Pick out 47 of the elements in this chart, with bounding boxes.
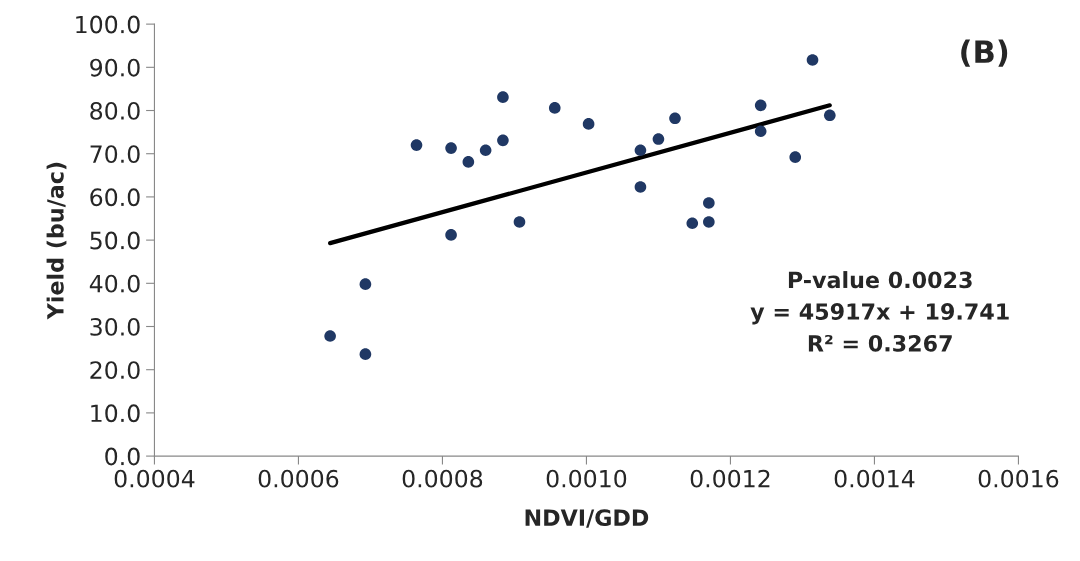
point — [497, 134, 509, 147]
point — [669, 112, 681, 125]
annotation: P-value 0.0023 y = 45917x + 19.741 R² = 0.3267 — [750, 271, 1009, 352]
point — [359, 348, 372, 360]
point — [445, 229, 457, 241]
point — [789, 151, 802, 163]
point — [324, 330, 336, 342]
point — [754, 99, 767, 112]
point — [582, 118, 595, 130]
point — [410, 139, 423, 151]
x-tick-label: 0.0004 — [114, 469, 195, 488]
x-tick-label: 0.0006 — [258, 469, 339, 488]
point — [462, 156, 475, 168]
point — [652, 133, 665, 145]
point — [806, 54, 819, 66]
point — [823, 109, 836, 122]
point — [548, 102, 561, 114]
y-tick-label: 100.0 — [76, 15, 140, 34]
y-tick-label: 50.0 — [90, 231, 140, 250]
point — [359, 278, 372, 290]
point — [686, 217, 699, 230]
point — [634, 144, 647, 157]
point — [703, 216, 715, 228]
point — [445, 142, 457, 154]
y-tick-label: 70.0 — [90, 145, 140, 164]
x-tick-label: 0.0016 — [978, 469, 1059, 488]
y-tick-label: 20.0 — [90, 361, 140, 380]
y-axis-title: Yield (bu/ac) — [46, 162, 67, 320]
y-tick-label: 90.0 — [90, 58, 140, 77]
y-tick-label: 80.0 — [90, 101, 140, 120]
x-tick-label: 0.0012 — [690, 469, 770, 488]
x-tick-label: 0.0008 — [402, 469, 483, 488]
point — [497, 91, 509, 103]
y-tick-label: 40.0 — [89, 274, 140, 293]
point — [754, 125, 767, 138]
point — [513, 216, 526, 228]
point — [703, 197, 715, 209]
point — [634, 181, 647, 193]
x-axis-title: NDVI/GDD — [525, 509, 649, 528]
y-tick-label: 60.0 — [90, 188, 140, 207]
point — [479, 144, 492, 157]
annotation: (B) — [961, 39, 1008, 67]
y-tick-label: 0.0 — [105, 447, 140, 466]
x-tick-label: 0.0014 — [834, 469, 915, 488]
y-tick-label: 30.0 — [90, 317, 140, 336]
y-tick-label: 10.0 — [91, 404, 140, 423]
x-tick-label: 0.0010 — [546, 469, 627, 488]
